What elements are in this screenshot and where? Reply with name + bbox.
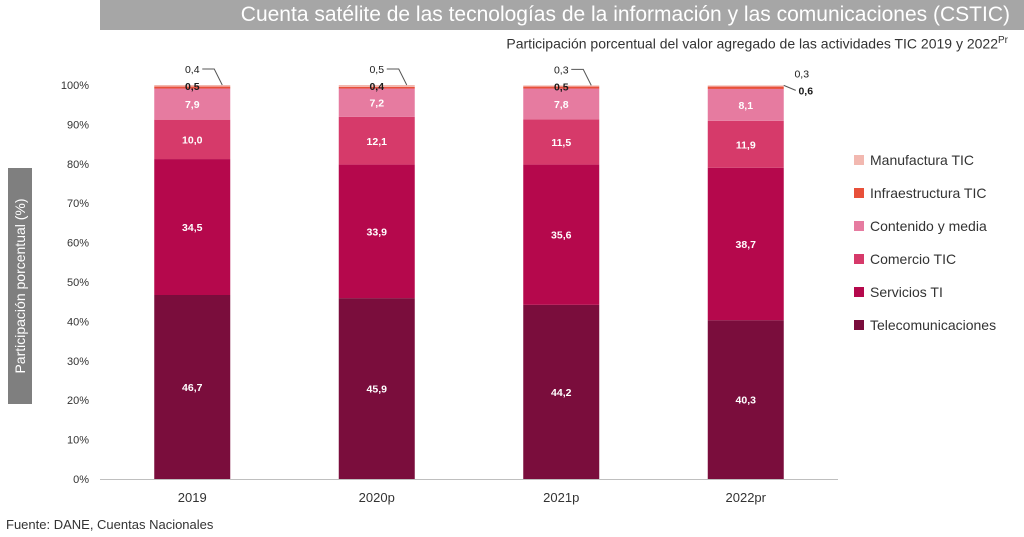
data-label: 0,5 (554, 81, 569, 93)
bar-segment-servicios-ti (338, 164, 415, 299)
data-label: 0,3 (554, 64, 569, 76)
bar-segment-telecomunicaciones (523, 304, 600, 479)
bar-segment-contenido-y-media (338, 88, 415, 117)
data-label: 11,9 (736, 139, 756, 151)
data-label: 0,4 (185, 64, 200, 76)
data-label: 8,1 (738, 100, 753, 112)
data-label: 0,6 (798, 85, 813, 97)
bar-segment-comercio-tic (523, 119, 600, 165)
y-tick-label: 70% (67, 198, 89, 210)
bar-segment-infraestructura-tic (523, 86, 600, 89)
y-tick-label: 0% (73, 474, 89, 486)
data-label: 40,3 (736, 395, 757, 407)
legend-swatch (854, 319, 864, 330)
chart-title: Cuenta satélite de las tecnologías de la… (100, 0, 1024, 30)
y-axis-label-box (8, 168, 32, 404)
bar-segment-comercio-tic (707, 120, 784, 168)
leader-line (386, 68, 408, 86)
bar-segment-infraestructura-tic (338, 86, 415, 89)
bar-segment-servicios-ti (523, 164, 600, 305)
legend-label: Comercio TIC (870, 250, 957, 267)
bar-segment-telecomunicaciones (154, 295, 231, 479)
data-label: 44,2 (551, 387, 572, 399)
data-label: 0,5 (369, 64, 384, 76)
x-tick-label: 2021p (543, 490, 579, 505)
leader-line (202, 68, 223, 86)
bar-segment-contenido-y-media (523, 88, 600, 120)
bar-segment-comercio-tic (338, 116, 415, 165)
legend-swatch (854, 253, 864, 264)
leader-line (571, 68, 592, 86)
y-tick-label: 80% (67, 159, 89, 171)
subtitle-text: Participación porcentual del valor agreg… (506, 35, 998, 52)
bar-segment-manufactura-tic (707, 85, 784, 87)
legend-label: Infraestructura TIC (870, 184, 987, 201)
data-label: 7,8 (554, 99, 569, 111)
legend-item-infraestructura-tic: Infraestructura TIC (854, 176, 996, 209)
legend-label: Manufactura TIC (870, 151, 975, 168)
legend-label: Servicios TI (870, 283, 943, 300)
data-label: 0,3 (794, 68, 809, 80)
y-tick-label: 30% (67, 356, 89, 368)
bar-segment-servicios-ti (154, 159, 231, 296)
legend-item-telecomunicaciones: Telecomunicaciones (854, 308, 996, 341)
data-label: 0,4 (369, 81, 384, 93)
y-tick-label: 10% (67, 435, 89, 447)
data-label: 33,9 (367, 226, 388, 238)
y-tick-label: 90% (67, 119, 89, 131)
legend-swatch (854, 154, 864, 165)
legend-item-contenido-y-media: Contenido y media (854, 209, 996, 242)
bar-segment-manufactura-tic (523, 85, 600, 87)
data-label: 34,5 (182, 222, 203, 234)
legend-swatch (854, 286, 864, 297)
bar-segment-manufactura-tic (338, 85, 415, 87)
bar-segment-comercio-tic (154, 119, 231, 160)
data-label: 35,6 (551, 230, 572, 242)
subtitle-superscript: Pr (998, 35, 1008, 46)
data-label: 7,2 (369, 98, 384, 110)
legend-label: Telecomunicaciones (870, 316, 997, 333)
data-label: 7,9 (185, 99, 200, 111)
data-label: 11,5 (551, 137, 571, 149)
legend-item-manufactura-tic: Manufactura TIC (854, 143, 996, 176)
bar-segment-infraestructura-tic (154, 86, 231, 89)
x-tick-label: 2022pr (726, 490, 767, 505)
bar-segment-contenido-y-media (707, 88, 784, 121)
legend-swatch (854, 187, 864, 198)
bar-segment-contenido-y-media (154, 88, 231, 120)
bar-segment-telecomunicaciones (338, 298, 415, 479)
data-label: 38,7 (736, 239, 757, 251)
y-tick-label: 100% (61, 80, 89, 92)
chart-subtitle: Participación porcentual del valor agreg… (506, 35, 1008, 52)
x-tick-label: 2020p (359, 490, 395, 505)
legend-item-comercio-tic: Comercio TIC (854, 242, 996, 275)
data-label: 10,0 (182, 134, 203, 146)
y-tick-label: 60% (67, 238, 89, 250)
data-label: 45,9 (367, 384, 388, 396)
y-tick-label: 40% (67, 316, 89, 328)
data-label: 12,1 (367, 136, 388, 148)
y-tick-label: 50% (67, 277, 89, 289)
y-tick-label: 20% (67, 395, 89, 407)
source-note: Fuente: DANE, Cuentas Nacionales (6, 517, 214, 532)
legend-label: Contenido y media (870, 217, 987, 234)
x-tick-label: 2019 (178, 490, 207, 505)
data-label: 46,7 (182, 382, 203, 394)
bar-segment-infraestructura-tic (707, 86, 784, 89)
bar-segment-servicios-ti (707, 167, 784, 321)
chart-legend: Manufactura TIC Infraestructura TIC Conten… (854, 143, 996, 341)
data-label: 0,5 (185, 81, 200, 93)
leader-line (783, 84, 796, 91)
bar-segment-telecomunicaciones (707, 320, 784, 479)
legend-item-servicios-ti: Servicios TI (854, 275, 996, 308)
legend-swatch (854, 220, 864, 231)
bar-segment-manufactura-tic (154, 85, 231, 87)
